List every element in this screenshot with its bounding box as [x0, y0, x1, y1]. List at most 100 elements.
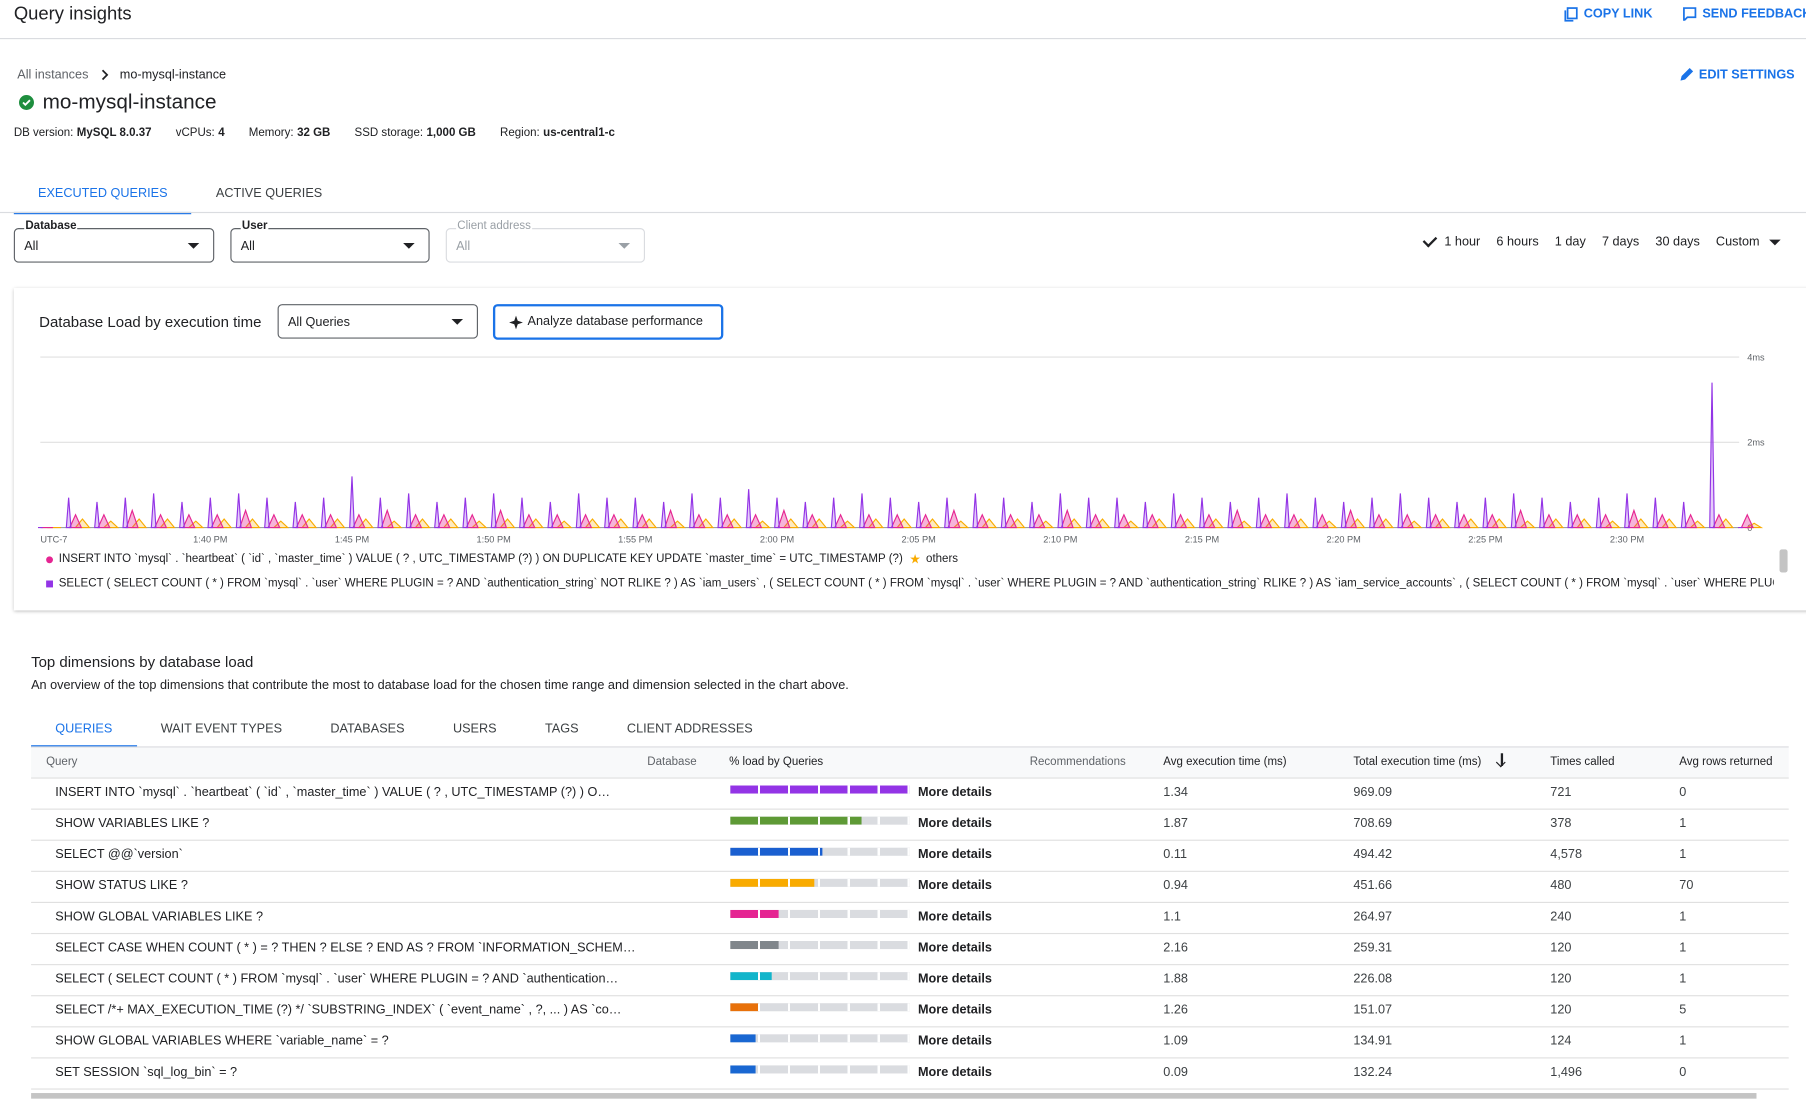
breadcrumb-root[interactable]: All instances [17, 67, 89, 82]
load-spike [839, 520, 856, 529]
dimension-tab[interactable]: WAIT EVENT TYPES [160, 722, 283, 736]
column-header[interactable]: Total execution time (ms) [1353, 755, 1482, 769]
time-range[interactable]: Custom [1716, 235, 1781, 249]
spec-value: 32 GB [297, 126, 331, 140]
analyze-button[interactable]: Analyze database performance [492, 304, 724, 340]
load-spike [377, 497, 384, 529]
load-spike [1320, 520, 1338, 529]
query-text[interactable]: SHOW VARIABLES LIKE ? [55, 816, 210, 831]
time-range[interactable]: 30 days [1655, 235, 1699, 249]
load-spike [1117, 513, 1131, 529]
load-spike [975, 513, 989, 529]
load-spike [235, 493, 242, 529]
query-text[interactable]: SHOW GLOBAL VARIABLES LIKE ? [55, 909, 264, 924]
dimension-tab[interactable]: TAGS [544, 722, 579, 736]
column-header: Recommendations [1029, 755, 1126, 769]
query-text[interactable]: SELECT CASE WHEN COUNT ( * ) = ? THEN ? … [55, 941, 636, 955]
load-segments [730, 909, 910, 918]
time-range-label: 1 day [1554, 234, 1586, 249]
load-spike [754, 520, 771, 529]
load-segments [730, 785, 910, 794]
more-details[interactable]: More details [917, 785, 992, 800]
query-text[interactable]: SELECT @@`version` [55, 847, 183, 862]
time-range[interactable]: 1 hour [1422, 232, 1481, 249]
load-spike [1454, 501, 1460, 529]
load-spike [607, 513, 621, 529]
load-spike [578, 513, 593, 529]
column-header[interactable]: Times called [1550, 755, 1615, 769]
column-header[interactable]: Avg execution time (ms) [1163, 755, 1287, 769]
more-details[interactable]: More details [917, 878, 992, 893]
load-spike [1029, 501, 1035, 529]
load-segments [730, 1003, 910, 1012]
more-details[interactable]: More details [917, 1065, 992, 1080]
load-spike [1595, 497, 1602, 529]
tab[interactable]: EXECUTED QUERIES [13, 177, 192, 215]
query-text[interactable]: SELECT /*+ MAX_EXECUTION_TIME (?) */ `SU… [55, 1003, 622, 1018]
load-spike [207, 497, 214, 529]
breadcrumb-current: mo-mysql-instance [119, 67, 227, 82]
load-spike [1372, 513, 1386, 529]
copy-link[interactable]: COPY LINK [1583, 6, 1653, 21]
load-spike [292, 501, 299, 529]
table-header: Query Database % load by Queries Recommenda… [31, 747, 1789, 779]
time-ranges: 1 hour 6 hours 1 day 7 days 30 days Custom [1422, 232, 1781, 249]
query-text[interactable]: SHOW STATUS LIKE ? [55, 878, 188, 893]
query-text[interactable]: SELECT ( SELECT COUNT ( * ) FROM `mysql`… [55, 972, 619, 986]
query-text[interactable]: SET SESSION `sql_log_bin` = ? [55, 1065, 238, 1080]
legend-item[interactable]: INSERT INTO `mysql` . `heartbeat` ( `id`… [46, 553, 903, 566]
more-details[interactable]: More details [917, 972, 992, 986]
dropdown-arrow [1768, 238, 1781, 245]
sort-arrow [1500, 753, 1503, 766]
query-text[interactable]: SHOW GLOBAL VARIABLES WHERE `variable_na… [55, 1034, 389, 1049]
legend-item[interactable]: SELECT ( SELECT COUNT ( * ) FROM `mysql`… [46, 577, 1774, 590]
load-track [730, 1065, 910, 1074]
dropdown-arrow [618, 243, 631, 249]
column-header[interactable]: Avg rows returned [1679, 755, 1773, 769]
more-details[interactable]: More details [917, 1034, 992, 1049]
times-called: 240 [1550, 909, 1572, 924]
total-time: 259.31 [1353, 941, 1393, 955]
more-details[interactable]: More details [917, 847, 992, 862]
load-spike [102, 520, 120, 529]
load-spike [1003, 513, 1018, 529]
dimension-tab[interactable]: USERS [452, 722, 497, 736]
load-spike [1485, 513, 1499, 529]
tab[interactable]: ACTIVE QUERIES [215, 186, 323, 201]
load-spike [720, 513, 734, 529]
spec: DB version: MySQL 8.0.37 [14, 127, 152, 140]
load-spike [295, 513, 309, 529]
load-track [730, 847, 910, 856]
query-select[interactable]: All Queries [277, 304, 478, 339]
more-details[interactable]: More details [917, 941, 992, 955]
legend-item[interactable]: others [910, 553, 958, 566]
dimension-tab[interactable]: DATABASES [330, 722, 405, 736]
time-range[interactable]: 7 days [1602, 235, 1639, 249]
dimension-tab[interactable]: CLIENT ADDRESSES [626, 722, 753, 736]
load-spike [1199, 497, 1205, 529]
more-details[interactable]: More details [917, 1003, 992, 1018]
page-title: Query insights [13, 4, 132, 25]
time-range[interactable]: 6 hours [1496, 235, 1538, 249]
edit-settings[interactable]: EDIT SETTINGS [1698, 67, 1795, 82]
load-spike [1122, 520, 1140, 529]
time-range-label: 1 hour [1444, 234, 1481, 249]
more-details[interactable]: More details [917, 816, 992, 831]
load-segments [730, 972, 910, 981]
times-called: 120 [1550, 941, 1572, 955]
filter-select[interactable]: User All [230, 219, 430, 263]
avg-rows: 1 [1679, 847, 1687, 862]
load-spike [1000, 497, 1007, 529]
query-text[interactable]: INSERT INTO `mysql` . `heartbeat` ( `id`… [55, 785, 611, 800]
load-spike [264, 497, 270, 529]
dimension-tab[interactable]: QUERIES [31, 713, 137, 748]
spec-value: 1,000 GB [426, 126, 476, 140]
analyze-label: Analyze database performance [527, 314, 703, 329]
times-called: 120 [1550, 1003, 1572, 1018]
subtabs-divider [31, 746, 1789, 748]
load-spike [918, 513, 933, 529]
time-range[interactable]: 1 day [1555, 235, 1586, 249]
filter-select[interactable]: Database All [13, 219, 215, 263]
more-details[interactable]: More details [917, 909, 992, 924]
send-feedback[interactable]: SEND FEEDBACK [1702, 6, 1806, 21]
